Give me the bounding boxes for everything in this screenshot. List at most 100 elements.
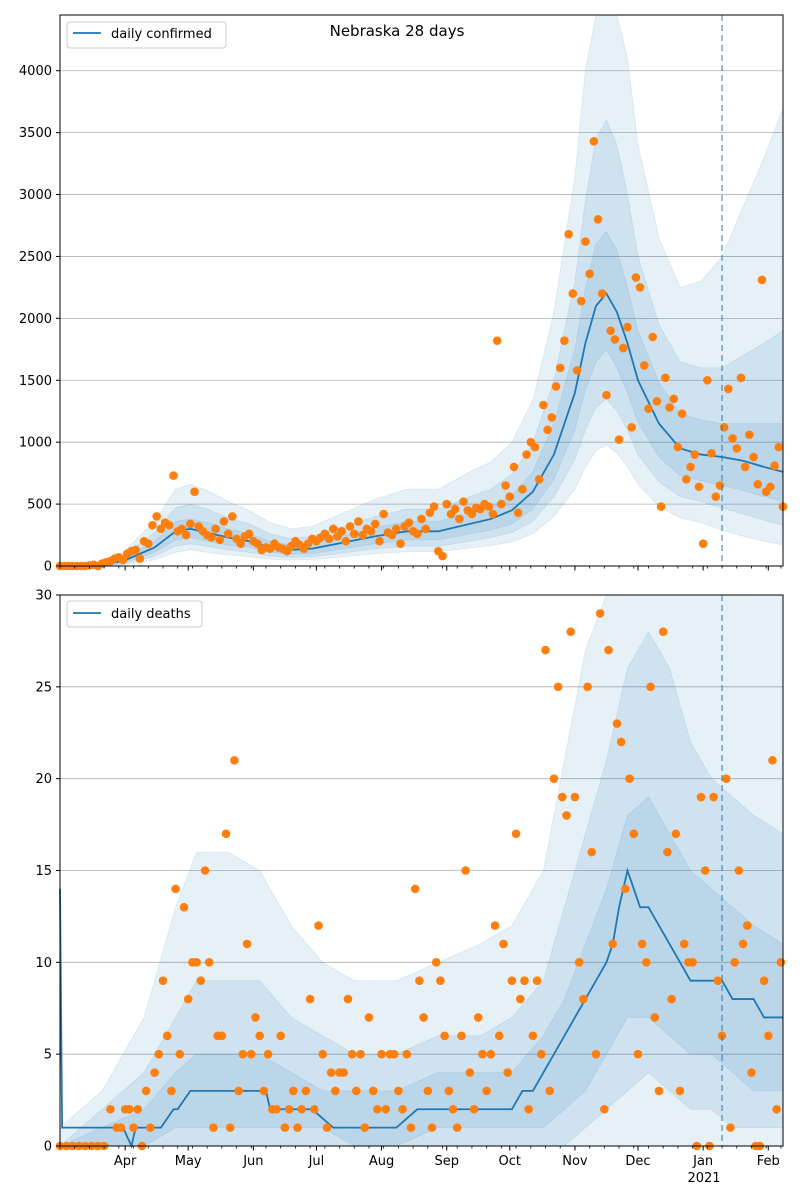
confirmed-observed-point xyxy=(341,536,351,546)
confirmed-observed-point xyxy=(459,497,468,506)
deaths-median-line xyxy=(59,867,783,1149)
confirmed-observed-point xyxy=(164,520,174,530)
deaths-observed-point xyxy=(427,1123,437,1132)
deaths-observed-point xyxy=(444,1086,454,1096)
confirmed-observed-point xyxy=(337,527,346,536)
deaths-observed-point xyxy=(515,994,525,1004)
deaths-observed-point xyxy=(415,976,424,985)
deaths-observed-point xyxy=(158,976,168,985)
deaths-observed-point xyxy=(209,1123,218,1132)
confirmed-observed-point xyxy=(345,522,355,531)
deaths-observed-point xyxy=(398,1104,407,1114)
deaths-observed-point xyxy=(326,1068,336,1077)
deaths-observed-point xyxy=(730,958,739,967)
deaths-legend-label: daily deaths xyxy=(111,607,191,622)
confirmed-observed-point xyxy=(438,551,447,561)
confirmed-y-tick-label: 1500 xyxy=(19,374,52,389)
confirmed-observed-point xyxy=(740,462,750,472)
deaths-observed-point xyxy=(318,1049,328,1059)
confirmed-y-tick-label: 3000 xyxy=(19,188,52,203)
deaths-observed-point xyxy=(461,866,470,875)
confirmed-observed-point xyxy=(244,529,254,539)
confirmed-observed-point xyxy=(610,335,620,344)
deaths-observed-point xyxy=(600,1104,609,1114)
confirmed-observed-point xyxy=(467,509,477,519)
confirmed-y-tick-label: 500 xyxy=(27,498,52,513)
confirmed-observed-point xyxy=(396,539,405,549)
deaths-observed-point xyxy=(347,1049,357,1059)
deaths-x-tick-label: Nov xyxy=(562,1154,588,1169)
deaths-observed-point xyxy=(675,1086,685,1096)
deaths-y-tick-label: 30 xyxy=(35,589,52,604)
deaths-observed-point xyxy=(431,958,441,967)
confirmed-observed-point xyxy=(673,442,683,452)
deaths-x-tick-label: Apr xyxy=(114,1154,137,1169)
deaths-observed-point xyxy=(284,1104,294,1114)
confirmed-observed-point xyxy=(455,514,464,524)
confirmed-observed-point xyxy=(518,484,527,494)
deaths-observed-point xyxy=(768,756,777,765)
confirmed-y-tick-label: 4000 xyxy=(19,64,52,79)
deaths-observed-point xyxy=(343,994,353,1004)
deaths-observed-point xyxy=(314,921,323,930)
confirmed-observed-point xyxy=(366,527,376,536)
deaths-observed-point xyxy=(360,1123,370,1132)
deaths-observed-point xyxy=(562,811,571,820)
confirmed-observed-point xyxy=(719,423,729,432)
deaths-observed-point xyxy=(310,1104,319,1114)
deaths-observed-point xyxy=(448,1104,458,1114)
confirmed-observed-point xyxy=(707,449,716,458)
deaths-observed-point xyxy=(465,1068,475,1077)
deaths-observed-point xyxy=(528,1031,538,1041)
confirmed-observed-point xyxy=(135,554,145,563)
deaths-observed-point xyxy=(663,847,672,857)
confirmed-observed-point xyxy=(728,434,737,443)
confirmed-observed-point xyxy=(543,425,552,435)
deaths-observed-point xyxy=(541,645,550,655)
deaths-y-ticks: 0 5 10 15 20 25 30 xyxy=(35,589,60,1155)
confirmed-observed-point xyxy=(593,215,603,224)
deaths-observed-point xyxy=(410,884,420,894)
deaths-observed-point xyxy=(440,1031,449,1041)
confirmed-observed-point xyxy=(665,403,674,412)
confirmed-observed-point xyxy=(391,524,401,534)
deaths-observed-point xyxy=(633,1049,643,1059)
deaths-observed-point xyxy=(192,958,201,967)
deaths-observed-point xyxy=(305,994,315,1004)
deaths-observed-point xyxy=(196,976,206,985)
deaths-observed-point xyxy=(171,884,180,894)
confirmed-observed-point xyxy=(215,535,225,545)
deaths-observed-point xyxy=(591,1049,601,1059)
confirmed-observed-point xyxy=(501,481,510,490)
deaths-x-tick-label: Feb xyxy=(757,1154,780,1169)
deaths-observed-point xyxy=(255,1031,264,1041)
confirmed-observed-point xyxy=(576,296,586,306)
deaths-observed-point xyxy=(738,939,748,949)
confirmed-y-tick-label: 3500 xyxy=(19,126,52,141)
deaths-observed-point xyxy=(629,829,639,839)
confirmed-observed-point xyxy=(143,539,153,549)
deaths-observed-point xyxy=(503,1068,512,1077)
deaths-observed-point xyxy=(436,976,445,985)
deaths-x-tick-label: Aug xyxy=(369,1154,394,1169)
deaths-observed-point xyxy=(364,1013,374,1022)
deaths-observed-point xyxy=(726,1123,735,1132)
confirmed-y-tick-label: 2500 xyxy=(19,250,52,265)
deaths-observed-point xyxy=(490,921,500,930)
confirmed-observed-point xyxy=(602,390,611,400)
deaths-observed-point xyxy=(129,1123,138,1132)
deaths-observed-point xyxy=(225,1123,235,1132)
deaths-observed-point xyxy=(183,994,193,1004)
deaths-observed-point xyxy=(322,1123,332,1132)
deaths-observed-point xyxy=(570,792,580,802)
deaths-observed-point xyxy=(713,976,723,985)
deaths-observed-point xyxy=(276,1031,285,1041)
confirmed-observed-point xyxy=(627,423,636,432)
deaths-legend-box xyxy=(66,600,203,628)
confirmed-legend-box xyxy=(66,21,227,49)
confirmed-y-tick-label: 0 xyxy=(44,560,52,575)
deaths-observed-point xyxy=(486,1049,496,1059)
deaths-observed-point xyxy=(331,1086,340,1096)
confirmed-observed-point xyxy=(753,479,763,489)
deaths-observed-point xyxy=(452,1123,462,1132)
